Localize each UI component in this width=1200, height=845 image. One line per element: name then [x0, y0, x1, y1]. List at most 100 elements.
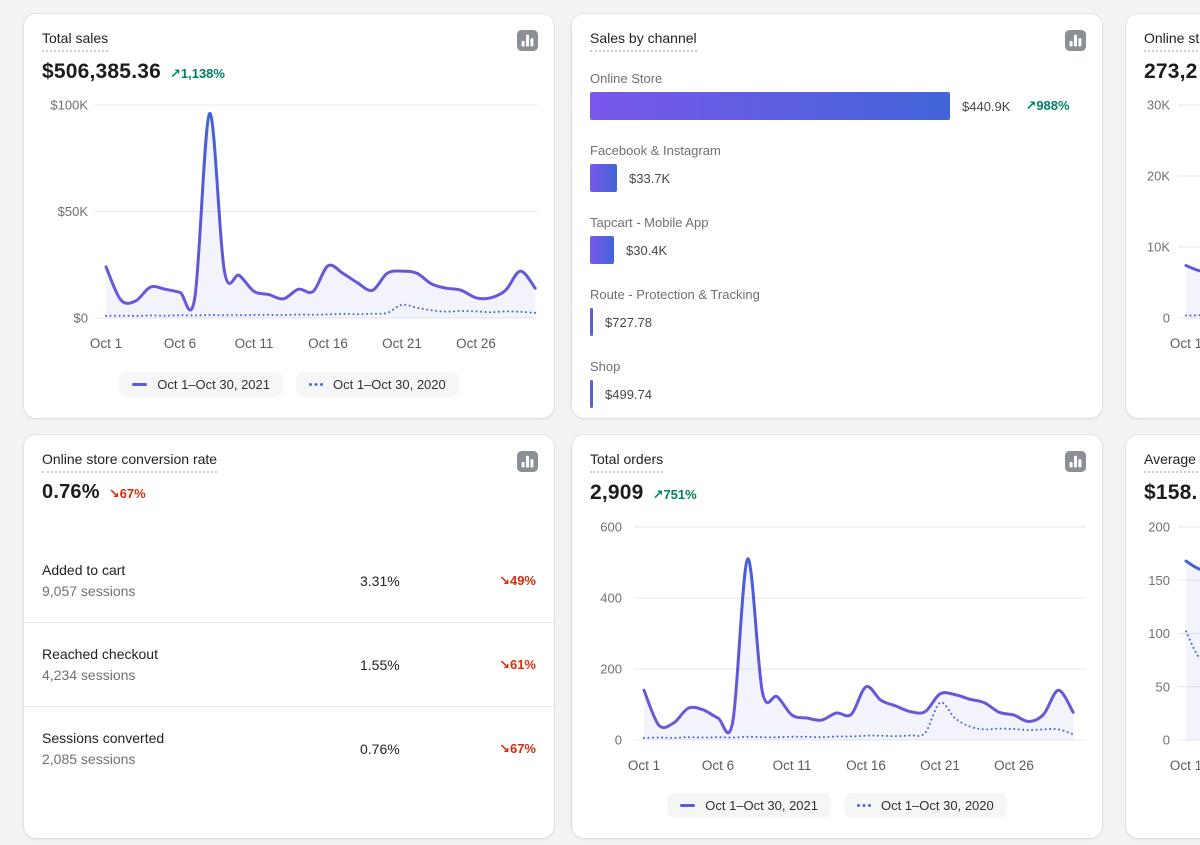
channel-row: Online Store $440.9K ↗988% [590, 71, 1086, 120]
total-orders-change: ↗751% [652, 486, 697, 502]
x-axis-label: Oct 1 [90, 336, 122, 351]
view-report-icon[interactable] [1065, 451, 1086, 472]
y-axis-label: 0 [1163, 733, 1170, 748]
channel-bar[interactable] [590, 164, 617, 192]
channel-row: Facebook & Instagram $33.7K [590, 143, 1086, 192]
conversion-rate-title[interactable]: Online store conversion rate [42, 451, 218, 473]
legend-label: Oct 1–Oct 30, 2021 [705, 798, 818, 813]
x-axis-label: Oct 1 [1170, 758, 1200, 773]
legend-label: Oct 1–Oct 30, 2020 [333, 377, 446, 392]
channel-bar[interactable] [590, 380, 593, 408]
x-axis-label: Oct 21 [382, 336, 422, 351]
conversion-step-sessions: 9,057 sessions [42, 583, 136, 599]
online-store-sessions-title[interactable]: Online store sessions [1144, 30, 1200, 52]
total-orders-chart[interactable]: 600 400 200 0 Oct 1 Oct 6 Oct 11 Oct 16 Oct 21 Oc… [572, 435, 1102, 838]
y-axis-label: 20K [1147, 169, 1170, 184]
channel-bar[interactable] [590, 308, 593, 336]
conversion-rate-card: Online store conversion rate 0.76% ↘67% … [24, 435, 554, 838]
total-sales-value: $506,385.36 [42, 59, 161, 83]
conversion-rate-change: ↘67% [108, 485, 146, 501]
legend-swatch-icon [132, 383, 148, 386]
total-orders-card: Total orders 2,909 ↗751% 600 400 200 0 Oct 1… [572, 435, 1102, 838]
x-axis-label: Oct 21 [920, 758, 960, 773]
series-line-previous [643, 701, 1075, 739]
x-axis-label: Oct 11 [235, 336, 274, 351]
y-axis-label: 50 [1156, 679, 1170, 694]
channel-list: Online Store $440.9K ↗988% Facebook & In… [590, 71, 1086, 431]
average-order-value-value: $158. [1144, 480, 1198, 504]
channel-name: Shop [590, 359, 621, 374]
y-axis-label: 0 [1163, 311, 1170, 326]
conversion-row: Reached checkout 4,234 sessions 1.55% ↘6… [24, 623, 554, 707]
total-sales-card: Total sales $506,385.36 ↗1,138% $100K $50… [24, 14, 554, 418]
conversion-rate-value: 0.76% [42, 480, 100, 503]
series-line-current [1184, 264, 1200, 273]
channel-row: Tapcart - Mobile App $30.4K [590, 215, 1086, 264]
conversion-step-rate: 0.76% [360, 740, 400, 757]
view-report-icon[interactable] [1065, 30, 1086, 51]
legend-label: Oct 1–Oct 30, 2020 [881, 798, 994, 813]
total-sales-title[interactable]: Total sales [42, 30, 109, 52]
y-axis-label: 10K [1147, 240, 1170, 255]
channel-value: $30.4K [626, 242, 668, 258]
total-orders-value: 2,909 [590, 480, 644, 504]
online-store-sessions-card: Online store sessions 273,2 30K 20K 10K 0Oc… [1126, 14, 1200, 418]
bar-chart-icon [1065, 30, 1086, 51]
conversion-step-label: Sessions converted [42, 730, 165, 746]
total-orders-legend: Oct 1–Oct 30, 2021 Oct 1–Oct 30, 2020 [572, 793, 1102, 818]
bar-chart-icon [517, 30, 538, 51]
sales-by-channel-title[interactable]: Sales by channel [590, 30, 697, 52]
y-axis-label: 100 [1148, 626, 1170, 641]
average-order-value-title[interactable]: Average order value [1144, 451, 1200, 473]
y-axis-label: 400 [600, 591, 622, 606]
view-report-icon[interactable] [517, 451, 538, 472]
channel-row: Shop $499.74 [590, 359, 1086, 408]
channel-value: $727.78 [605, 314, 652, 330]
sales-by-channel-card: Sales by channel Online Store $440.9K ↗9… [572, 14, 1102, 418]
x-axis-label: Oct 16 [308, 336, 348, 351]
conversion-step-label: Reached checkout [42, 646, 158, 662]
x-axis-label: Oct 11 [773, 758, 812, 773]
legend-swatch-icon [309, 383, 312, 386]
y-axis-label: $0 [74, 311, 88, 326]
series-area-current [644, 558, 1074, 740]
channel-name: Tapcart - Mobile App [590, 215, 709, 230]
average-order-value-card: Average order value $158. 200 150 100 50 0Oc… [1126, 435, 1200, 838]
legend-chip[interactable]: Oct 1–Oct 30, 2021 [667, 793, 831, 818]
series-area-current [1186, 561, 1200, 740]
series-line-previous [105, 303, 537, 317]
legend-swatch-icon [680, 804, 696, 807]
channel-value: $499.74 [605, 386, 652, 402]
legend-chip[interactable]: Oct 1–Oct 30, 2021 [119, 372, 283, 397]
series-line-current [104, 111, 537, 312]
x-axis-label: Oct 6 [702, 758, 734, 773]
channel-name: Online Store [590, 71, 663, 86]
view-report-icon[interactable] [517, 30, 538, 51]
x-axis-label: Oct 26 [994, 758, 1034, 773]
conversion-step-rate: 1.55% [360, 656, 400, 673]
total-orders-title[interactable]: Total orders [590, 451, 664, 473]
conversion-step-label: Added to cart [42, 562, 126, 578]
channel-bar[interactable] [590, 236, 614, 264]
y-axis-label: 30K [1147, 98, 1170, 113]
channel-name: Facebook & Instagram [590, 143, 721, 158]
series-area-current [106, 113, 536, 318]
series-line-current [642, 557, 1075, 735]
x-axis-label: Oct 1 [1170, 336, 1200, 351]
conversion-step-sessions: 2,085 sessions [42, 751, 136, 767]
y-axis-label: 150 [1148, 573, 1170, 588]
legend-chip[interactable]: Oct 1–Oct 30, 2020 [296, 372, 459, 397]
conversion-row: Added to cart 9,057 sessions 3.31% ↘49% [24, 539, 554, 623]
conversion-step-sessions: 4,234 sessions [42, 667, 136, 683]
total-sales-legend: Oct 1–Oct 30, 2021 Oct 1–Oct 30, 2020 [24, 372, 554, 397]
x-axis-label: Oct 26 [456, 336, 496, 351]
legend-swatch-icon [857, 804, 860, 807]
legend-chip[interactable]: Oct 1–Oct 30, 2020 [844, 793, 1007, 818]
channel-bar[interactable] [590, 92, 950, 120]
total-sales-change: ↗1,138% [169, 65, 225, 81]
y-axis-label: $50K [58, 204, 89, 219]
x-axis-label: Oct 1 [628, 758, 660, 773]
